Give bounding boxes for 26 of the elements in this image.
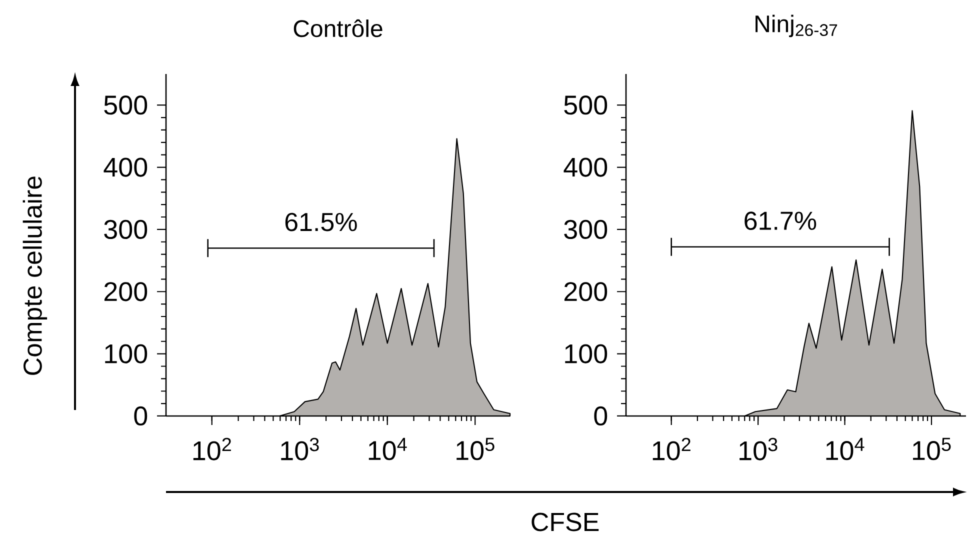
y-tick-label: 500 — [104, 96, 148, 115]
annotation: 61.5% — [285, 212, 357, 232]
y-tick-label: 200 — [564, 282, 608, 302]
annotation: 61.7% — [744, 212, 816, 230]
y-tick-label: 0 — [134, 406, 148, 426]
y-tick-label: 100 — [565, 344, 608, 364]
y-tick-label: 100 — [105, 344, 148, 364]
chart-title: Contrôle — [294, 19, 382, 38]
y-tick-label: 500 — [564, 96, 608, 115]
y-axis-title: Compte cellulaire — [22, 176, 48, 375]
x-tick-label: 10$^{4}$ — [826, 438, 864, 460]
x-tick-label: 10$^{3}$ — [281, 438, 319, 460]
y-tick-label: 300 — [104, 220, 148, 240]
y-tick-label: 400 — [564, 158, 608, 177]
x-tick-label: 10$^{4}$ — [368, 438, 407, 460]
chart-title: Ninj$_{26-37}$ — [756, 14, 838, 38]
x-tick-label: 10$^{2}$ — [652, 438, 690, 460]
x-tick-label: 10$^{3}$ — [740, 438, 778, 460]
y-tick-label: 300 — [564, 220, 608, 240]
x-tick-label: 10$^{5}$ — [913, 438, 951, 460]
y-tick-label: 0 — [594, 406, 608, 426]
y-tick-label: 200 — [104, 282, 148, 302]
y-tick-label: 400 — [104, 158, 148, 177]
x-axis-title: CFSE — [532, 512, 599, 532]
x-tick-label: 10$^{5}$ — [456, 438, 494, 460]
x-tick-label: 10$^{2}$ — [193, 438, 231, 460]
